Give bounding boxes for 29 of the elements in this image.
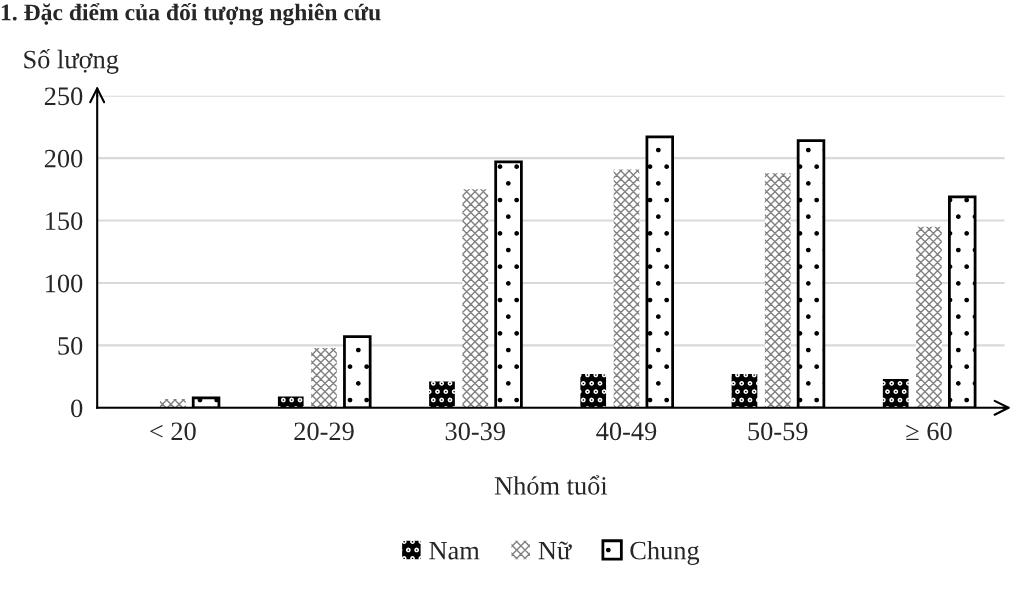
legend-label: Chung (630, 540, 700, 565)
bar (311, 347, 337, 408)
bar (731, 374, 758, 408)
x-axis-title: Nhóm tuổi (494, 475, 608, 495)
bar (429, 381, 455, 408)
x-tick-label: 40-49 (596, 422, 657, 441)
y-tick-label: 250 (44, 87, 83, 106)
bar (462, 189, 489, 408)
chart-title: 1. Đặc điểm của đối tượng nghiên cứu (1, 2, 381, 26)
y-tick-label: 0 (71, 399, 83, 418)
legend-label: Nam (429, 541, 480, 560)
x-tick-label: 20-29 (294, 422, 354, 441)
bar (764, 173, 791, 408)
x-tick-label: 30-39 (445, 422, 505, 441)
x-tick-label: ≥ 60 (906, 422, 952, 441)
y-tick-label: 100 (46, 274, 83, 293)
bar (159, 399, 186, 408)
y-tick-label: 50 (58, 336, 83, 355)
bar (613, 169, 640, 408)
y-tick-label: 200 (44, 149, 83, 168)
x-tick-label: 50-59 (748, 422, 808, 441)
legend-label: Nữ (538, 541, 572, 560)
bar (916, 226, 942, 408)
bar (277, 396, 304, 408)
y-tick-label: 150 (46, 212, 83, 230)
y-axis-title: Số lượng (24, 49, 119, 74)
bar (882, 379, 909, 408)
bar (580, 374, 607, 408)
x-tick-label: < 20 (150, 422, 196, 441)
